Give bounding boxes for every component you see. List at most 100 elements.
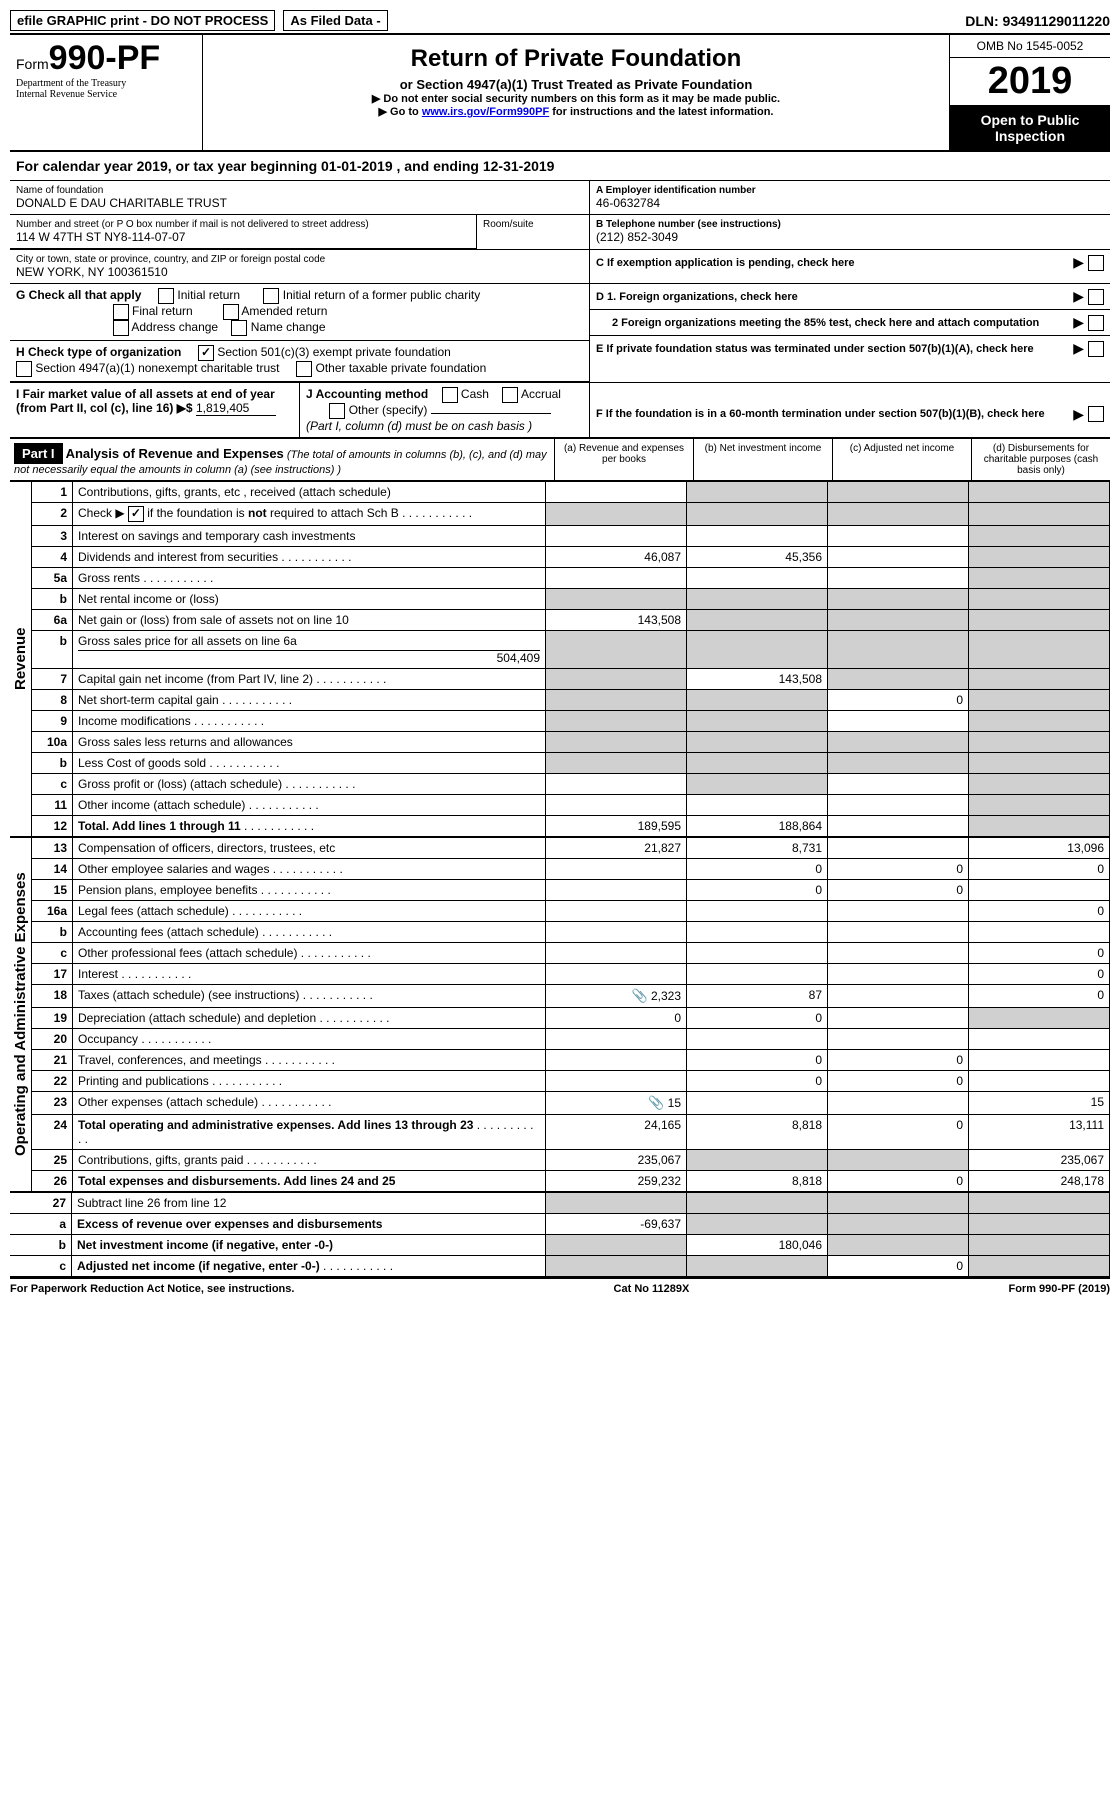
city-c-row: City or town, state or province, country… (10, 250, 1110, 284)
checkbox-d2[interactable] (1088, 315, 1104, 331)
section-j: J Accounting method Cash Accrual Other (… (300, 383, 589, 437)
checkbox-d1[interactable] (1088, 289, 1104, 305)
g-d-row: G Check all that apply Initial return In… (10, 284, 1110, 383)
section-d1: D 1. Foreign organizations, check here ▶ (590, 284, 1110, 310)
table-row: 15Pension plans, employee benefits00 (32, 880, 1110, 901)
checkbox-accrual[interactable] (502, 387, 518, 403)
header-left: Form990-PF Department of the Treasury In… (10, 35, 203, 150)
paperwork-notice: For Paperwork Reduction Act Notice, see … (10, 1283, 294, 1295)
table-row: bAccounting fees (attach schedule) (32, 922, 1110, 943)
table-row: 25Contributions, gifts, grants paid235,0… (32, 1150, 1110, 1171)
table-row: 14Other employee salaries and wages000 (32, 859, 1110, 880)
calendar-year: For calendar year 2019, or tax year begi… (10, 152, 1110, 181)
checkbox-final[interactable] (113, 304, 129, 320)
col-d-head: (d) Disbursements for charitable purpose… (971, 439, 1110, 480)
table-row: 27Subtract line 26 from line 12 (10, 1193, 1110, 1214)
col-a-head: (a) Revenue and expenses per books (554, 439, 693, 480)
table-row: 20Occupancy (32, 1029, 1110, 1050)
checkbox-501c3[interactable]: ✓ (198, 345, 214, 361)
section-f: F If the foundation is in a 60-month ter… (590, 383, 1110, 445)
table-row: cGross profit or (loss) (attach schedule… (32, 774, 1110, 795)
checkbox-name[interactable] (231, 320, 247, 336)
form-number: Form990-PF (16, 39, 196, 78)
table-row: 23Other expenses (attach schedule)📎 1515 (32, 1092, 1110, 1115)
room-suite: Room/suite (477, 215, 589, 249)
top-bar: efile GRAPHIC print - DO NOT PROCESS As … (10, 10, 1110, 35)
table-row: 13Compensation of officers, directors, t… (32, 838, 1110, 859)
revenue-section: Revenue 1Contributions, gifts, grants, e… (10, 481, 1110, 837)
page-footer: For Paperwork Reduction Act Notice, see … (10, 1277, 1110, 1295)
city-state-zip: City or town, state or province, country… (10, 250, 589, 283)
dln: DLN: 93491129011220 (965, 13, 1110, 29)
table-row: 6aNet gain or (loss) from sale of assets… (32, 610, 1110, 631)
goto-link-line: ▶ Go to www.irs.gov/Form990PF for instru… (209, 105, 943, 118)
part1-header-row: Part I Analysis of Revenue and Expenses … (10, 437, 1110, 481)
checkbox-4947[interactable] (16, 361, 32, 377)
efile-notice: efile GRAPHIC print - DO NOT PROCESS (10, 10, 275, 31)
section-d2: 2 Foreign organizations meeting the 85% … (590, 310, 1110, 336)
dept-treasury: Department of the Treasury (16, 78, 196, 89)
table-row: 3Interest on savings and temporary cash … (32, 526, 1110, 547)
fmv-value: 1,819,405 (196, 401, 276, 416)
table-row: 5aGross rents (32, 568, 1110, 589)
cat-number: Cat No 11289X (614, 1283, 690, 1295)
table-row: 11Other income (attach schedule) (32, 795, 1110, 816)
form-ref: Form 990-PF (2019) (1008, 1283, 1110, 1295)
table-row: 19Depreciation (attach schedule) and dep… (32, 1008, 1110, 1029)
arrow-icon: ▶ (1073, 314, 1084, 331)
revenue-table: 1Contributions, gifts, grants, etc , rec… (32, 481, 1110, 837)
checkbox-c[interactable] (1088, 255, 1104, 271)
table-row: 1Contributions, gifts, grants, etc , rec… (32, 482, 1110, 503)
attach-icon[interactable]: 📎 (648, 1095, 664, 1111)
checkbox-amended[interactable] (223, 304, 239, 320)
section-c: C If exemption application is pending, c… (590, 250, 1110, 275)
irs-link[interactable]: www.irs.gov/Form990PF (422, 106, 549, 118)
header-center: Return of Private Foundation or Section … (203, 35, 949, 150)
table-row: 8Net short-term capital gain0 (32, 690, 1110, 711)
checkbox-other-tax[interactable] (296, 361, 312, 377)
table-row: bNet rental income or (loss) (32, 589, 1110, 610)
part-badge: Part I (14, 443, 63, 464)
checkbox-initial-former[interactable] (263, 288, 279, 304)
table-row: 7Capital gain net income (from Part IV, … (32, 669, 1110, 690)
section-i: I Fair market value of all assets at end… (10, 383, 300, 437)
table-row: 12Total. Add lines 1 through 11189,59518… (32, 816, 1110, 837)
table-row: 17Interest0 (32, 964, 1110, 985)
form-header: Form990-PF Department of the Treasury In… (10, 35, 1110, 152)
arrow-icon: ▶ (1073, 254, 1084, 271)
open-inspection: Open to Public Inspection (950, 106, 1110, 150)
col-b-head: (b) Net investment income (693, 439, 832, 480)
checkbox-f[interactable] (1088, 406, 1104, 422)
arrow-icon: ▶ (1073, 288, 1084, 305)
checkbox-schb[interactable]: ✓ (128, 506, 144, 522)
checkbox-e[interactable] (1088, 341, 1104, 357)
omb-number: OMB No 1545-0052 (950, 35, 1110, 58)
ein: A Employer identification number 46-0632… (590, 181, 1110, 214)
table-row: 4Dividends and interest from securities4… (32, 547, 1110, 568)
ssn-warning: ▶ Do not enter social security numbers o… (209, 92, 943, 105)
checkbox-address[interactable] (113, 320, 129, 336)
form-subtitle: or Section 4947(a)(1) Trust Treated as P… (209, 77, 943, 92)
street-address: Number and street (or P O box number if … (10, 215, 477, 249)
expenses-section: Operating and Administrative Expenses 13… (10, 837, 1110, 1192)
col-c-head: (c) Adjusted net income (832, 439, 971, 480)
as-filed: As Filed Data - (283, 10, 387, 31)
telephone: B Telephone number (see instructions) (2… (590, 215, 1110, 248)
header-right: OMB No 1545-0052 2019 Open to Public Ins… (949, 35, 1110, 150)
table-row: bGross sales price for all assets on lin… (32, 631, 1110, 669)
section-e: E If private foundation status was termi… (590, 336, 1110, 361)
checkbox-cash[interactable] (442, 387, 458, 403)
checkbox-initial[interactable] (158, 288, 174, 304)
attach-icon[interactable]: 📎 (631, 988, 647, 1004)
dept-irs: Internal Revenue Service (16, 89, 196, 100)
table-row: cOther professional fees (attach schedul… (32, 943, 1110, 964)
table-row: 26Total expenses and disbursements. Add … (32, 1171, 1110, 1192)
name-ein-row: Name of foundation DONALD E DAU CHARITAB… (10, 181, 1110, 215)
table-row: 2Check ▶ ✓ if the foundation is not requ… (32, 503, 1110, 526)
checkbox-other-method[interactable] (329, 403, 345, 419)
table-row: bLess Cost of goods sold (32, 753, 1110, 774)
table-row: 18Taxes (attach schedule) (see instructi… (32, 985, 1110, 1008)
table-row: 10aGross sales less returns and allowanc… (32, 732, 1110, 753)
revenue-label: Revenue (10, 481, 32, 837)
table-row: aExcess of revenue over expenses and dis… (10, 1214, 1110, 1235)
